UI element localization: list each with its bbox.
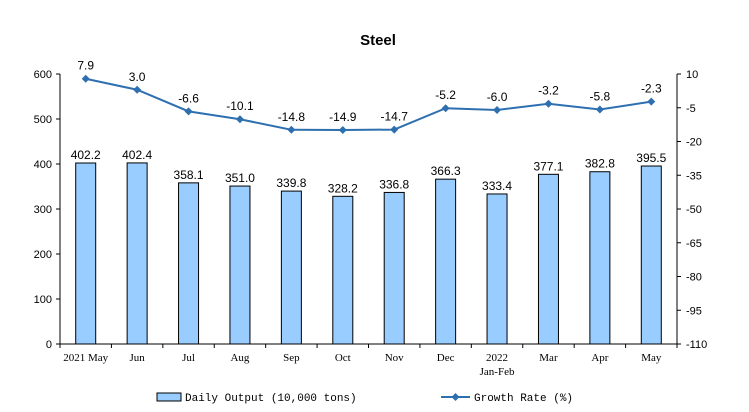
growth-rate-line xyxy=(85,77,652,132)
bar xyxy=(435,178,457,345)
bar xyxy=(178,182,200,345)
growth-rate-point xyxy=(390,125,399,134)
legend-line-marker xyxy=(451,393,460,401)
x-tick-label: Oct xyxy=(335,352,351,364)
bar xyxy=(537,173,559,345)
growth-rate-data-label: -3.2 xyxy=(538,84,559,98)
bar xyxy=(75,162,97,345)
growth-rate-data-label: -14.9 xyxy=(329,110,357,124)
growth-rate-data-label: 3.0 xyxy=(129,70,146,84)
bar xyxy=(126,162,148,345)
x-tick-label: Aug xyxy=(230,352,249,364)
bar xyxy=(589,171,611,345)
right-tick-label: -65 xyxy=(686,238,702,250)
x-tick-label: May xyxy=(641,352,662,364)
left-tick-label: 500 xyxy=(34,114,52,126)
legend-line-label: Growth Rate (%) xyxy=(474,393,573,405)
bar xyxy=(486,193,508,345)
legend-bar-swatch xyxy=(156,392,182,402)
x-tick-label: Jun xyxy=(129,352,145,364)
bar-data-label: 336.8 xyxy=(379,177,409,191)
bar xyxy=(280,190,302,345)
bar-data-label: 351.0 xyxy=(225,171,255,185)
bar xyxy=(640,165,662,345)
growth-rate-data-label: -6.6 xyxy=(178,91,199,105)
growth-rate-point xyxy=(287,125,296,134)
bar-data-label: 377.1 xyxy=(533,159,563,173)
growth-rate-data-label: -14.8 xyxy=(278,110,306,124)
x-tick-label: 2022 xyxy=(486,352,508,364)
x-tick-label: Dec xyxy=(437,352,455,364)
right-tick-label: 10 xyxy=(686,69,698,81)
right-tick-label: -50 xyxy=(686,204,702,216)
bar-data-label: 339.8 xyxy=(276,176,306,190)
bar-data-label: 358.1 xyxy=(174,168,204,182)
x-tick-label: Jul xyxy=(182,352,195,364)
growth-rate-point xyxy=(81,74,90,83)
bar xyxy=(332,195,354,345)
growth-rate-point xyxy=(647,97,656,106)
right-tick-label: -110 xyxy=(686,339,707,351)
bar xyxy=(383,191,405,345)
left-tick-label: 400 xyxy=(34,159,52,171)
left-tick-label: 200 xyxy=(34,249,52,261)
growth-rate-point xyxy=(133,85,142,94)
growth-rate-data-label: 7.9 xyxy=(77,59,94,73)
bar-data-label: 382.8 xyxy=(585,157,615,171)
growth-rate-data-label: -5.2 xyxy=(435,88,456,102)
x-tick-label: Mar xyxy=(539,352,558,364)
legend-bar-label: Daily Output (10,000 tons) xyxy=(185,393,357,405)
bar-data-label: 395.5 xyxy=(636,151,666,165)
x-tick-label: Sep xyxy=(283,352,300,364)
right-tick-label: -5 xyxy=(686,103,696,115)
bar-data-label: 366.3 xyxy=(431,164,461,178)
growth-rate-point xyxy=(595,105,604,114)
right-tick-label: -35 xyxy=(686,170,702,182)
chart-title: Steel xyxy=(360,32,396,49)
left-tick-label: 600 xyxy=(34,69,52,81)
growth-rate-point xyxy=(338,126,347,135)
x-tick-label: Apr xyxy=(591,352,608,364)
growth-rate-point xyxy=(441,104,450,113)
right-tick-label: -20 xyxy=(686,137,702,149)
growth-rate-data-label: -10.1 xyxy=(226,99,254,113)
growth-rate-point xyxy=(544,99,553,108)
bar-data-label: 402.4 xyxy=(122,148,152,162)
right-tick-label: -80 xyxy=(686,272,702,284)
growth-rate-data-label: -5.8 xyxy=(590,90,611,104)
x-tick-label: Jan-Feb xyxy=(480,366,515,378)
growth-rate-data-label: -2.3 xyxy=(641,82,662,96)
bar-data-label: 333.4 xyxy=(482,179,512,193)
left-tick-label: 0 xyxy=(46,339,52,351)
x-tick-label: Nov xyxy=(385,352,404,364)
growth-rate-data-label: -14.7 xyxy=(381,110,409,124)
right-tick-label: -95 xyxy=(686,305,702,317)
bar-data-label: 402.2 xyxy=(71,148,101,162)
bar xyxy=(229,185,251,345)
growth-rate-point xyxy=(493,106,502,114)
growth-rate-data-label: -6.0 xyxy=(487,90,508,104)
growth-rate-point xyxy=(184,107,193,116)
left-tick-label: 300 xyxy=(34,204,52,216)
left-tick-label: 100 xyxy=(34,294,52,306)
growth-rate-point xyxy=(235,115,244,124)
bar-data-label: 328.2 xyxy=(328,181,358,195)
x-tick-label: 2021 May xyxy=(63,352,108,364)
